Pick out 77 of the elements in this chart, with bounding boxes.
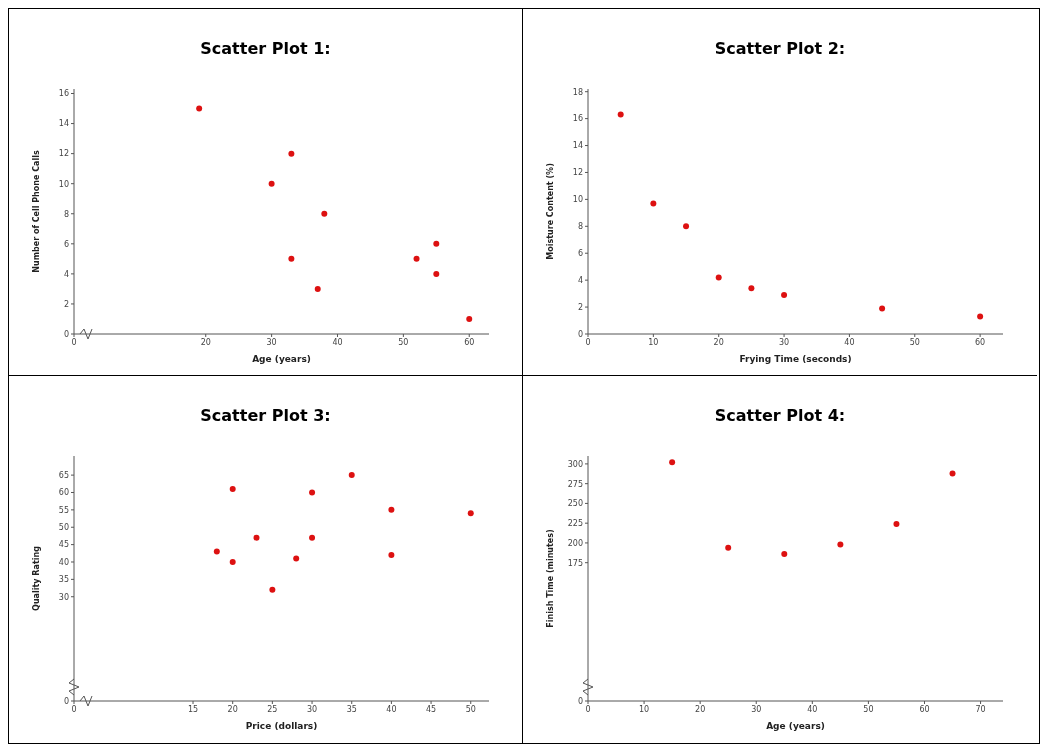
y-tick-label: 60 — [58, 488, 69, 498]
y-tick-label: 16 — [572, 114, 583, 124]
chart-title: Scatter Plot 1: — [199, 39, 332, 60]
x-tick-label: 30 — [266, 337, 277, 347]
y-tick-label: 6 — [577, 249, 583, 259]
y-tick-label: 16 — [58, 89, 69, 99]
y-tick-label: 175 — [567, 558, 583, 568]
y-tick-label: 4 — [577, 275, 583, 285]
y-tick-label: 10 — [58, 179, 69, 189]
x-tick-label: 30 — [751, 704, 762, 714]
x-axis-title: Age (years) — [252, 354, 311, 364]
y-tick-label: 0 — [63, 329, 69, 339]
y-tick-label: 35 — [58, 575, 69, 585]
y-tick-label: 10 — [572, 195, 583, 205]
x-tick-label: 60 — [975, 337, 986, 347]
y-tick-label: 50 — [58, 523, 69, 533]
chart-title: Scatter Plot 4: — [713, 406, 847, 427]
x-tick-label: 20 — [713, 337, 724, 347]
x-tick-label: 15 — [187, 704, 199, 714]
x-tick-label: 45 — [425, 704, 437, 714]
y-tick-label: 225 — [567, 519, 583, 529]
y-tick-label: 0 — [63, 696, 69, 706]
y-tick-label: 12 — [58, 149, 69, 159]
x-tick-label: 30 — [306, 704, 318, 714]
y-tick-label: 55 — [58, 505, 69, 515]
y-tick-label: 40 — [58, 557, 69, 567]
x-tick-label: 70 — [975, 704, 986, 714]
x-axis-title: Age (years) — [766, 721, 825, 731]
y-axis-title: Number of Cell Phone Calls — [31, 150, 41, 273]
x-tick-label: 50 — [909, 337, 920, 347]
x-tick-label: 50 — [465, 704, 476, 714]
x-tick-label: 40 — [844, 337, 855, 347]
y-tick-label: 12 — [572, 168, 583, 178]
y-tick-label: 275 — [567, 479, 583, 489]
x-tick-label: 50 — [398, 337, 409, 347]
y-tick-label: 8 — [63, 209, 69, 219]
x-tick-label: 20 — [200, 337, 211, 347]
y-axis-title: Quality Rating — [31, 545, 41, 611]
y-axis-title: Finish Time (minutes) — [545, 529, 555, 628]
y-tick-label: 0 — [577, 329, 583, 339]
y-tick-label: 65 — [58, 470, 69, 480]
x-tick-label: 20 — [227, 704, 238, 714]
x-tick-label: 40 — [807, 704, 818, 714]
y-tick-label: 2 — [577, 302, 583, 312]
y-tick-label: 18 — [572, 87, 583, 97]
y-axis-title: Moisture Content (%) — [545, 163, 555, 260]
chart-title: Scatter Plot 2: — [713, 39, 847, 60]
x-tick-label: 0 — [71, 337, 77, 347]
chart-title: Scatter Plot 3: — [199, 406, 332, 427]
x-tick-label: 60 — [464, 337, 475, 347]
x-tick-label: 10 — [638, 704, 650, 714]
x-tick-label: 40 — [332, 337, 343, 347]
y-tick-label: 45 — [58, 540, 69, 550]
y-tick-label: 30 — [58, 592, 69, 602]
y-tick-label: 6 — [63, 239, 69, 249]
y-tick-label: 14 — [58, 119, 69, 129]
x-axis-title: Price (dollars) — [245, 721, 318, 731]
y-tick-label: 8 — [577, 222, 583, 232]
y-tick-label: 14 — [572, 141, 583, 151]
y-tick-label: 2 — [63, 299, 69, 309]
x-tick-label: 0 — [585, 337, 591, 347]
x-tick-label: 0 — [585, 704, 591, 714]
y-tick-label: 250 — [567, 499, 583, 509]
y-tick-label: 300 — [567, 459, 583, 469]
x-tick-label: 50 — [863, 704, 874, 714]
x-tick-label: 30 — [778, 337, 790, 347]
x-tick-label: 20 — [695, 704, 706, 714]
y-tick-label: 0 — [577, 696, 583, 706]
x-axis-title: Frying Time (seconds) — [739, 354, 852, 364]
x-tick-label: 35 — [346, 704, 357, 714]
y-tick-label: 200 — [567, 538, 583, 548]
x-tick-label: 25 — [267, 704, 278, 714]
x-tick-label: 10 — [648, 337, 659, 347]
x-tick-label: 40 — [386, 704, 397, 714]
x-tick-label: 0 — [71, 704, 77, 714]
y-tick-label: 4 — [63, 269, 69, 279]
x-tick-label: 60 — [919, 704, 930, 714]
